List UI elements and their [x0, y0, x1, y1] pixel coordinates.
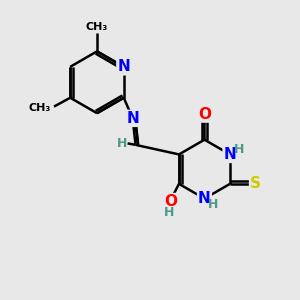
Text: O: O	[164, 194, 177, 209]
Text: H: H	[234, 142, 244, 156]
Text: H: H	[208, 198, 218, 211]
Text: CH₃: CH₃	[29, 103, 51, 113]
Text: S: S	[250, 176, 261, 191]
Text: N: N	[126, 111, 139, 126]
Text: H: H	[117, 137, 128, 150]
Text: CH₃: CH₃	[86, 22, 108, 32]
Text: H: H	[164, 206, 174, 219]
Text: N: N	[224, 147, 236, 162]
Text: O: O	[198, 106, 211, 122]
Text: N: N	[198, 191, 211, 206]
Text: N: N	[117, 59, 130, 74]
